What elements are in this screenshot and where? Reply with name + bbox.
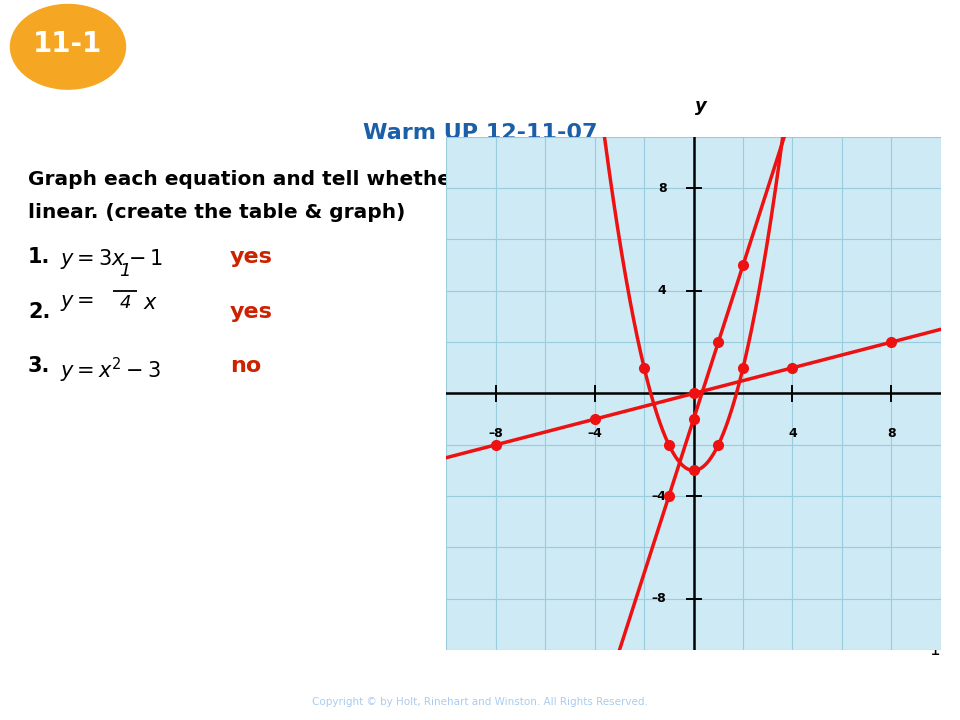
Text: Graph each equation and tell whether it is: Graph each equation and tell whether it … bbox=[28, 170, 511, 189]
Text: yes: yes bbox=[230, 247, 273, 267]
Text: y: y bbox=[695, 97, 707, 115]
Text: Copyright © by Holt, Rinehart and Winston. All Rights Reserved.: Copyright © by Holt, Rinehart and Winsto… bbox=[312, 697, 648, 707]
Text: $y = x^2 - 3$: $y = x^2 - 3$ bbox=[60, 356, 161, 385]
Text: –4: –4 bbox=[652, 490, 666, 503]
Text: –8: –8 bbox=[489, 427, 503, 440]
Text: 1: 1 bbox=[119, 261, 131, 279]
Ellipse shape bbox=[11, 4, 126, 89]
Text: 11-1: 11-1 bbox=[34, 30, 103, 58]
Text: 2.: 2. bbox=[28, 302, 50, 322]
Text: Course 3: Course 3 bbox=[30, 679, 119, 697]
Text: no: no bbox=[230, 356, 261, 377]
Text: 4: 4 bbox=[119, 294, 131, 312]
Text: Warm UP 12-11-07: Warm UP 12-11-07 bbox=[363, 123, 597, 143]
Text: 8: 8 bbox=[887, 427, 896, 440]
Text: –8: –8 bbox=[652, 593, 666, 606]
Text: 1.: 1. bbox=[28, 247, 50, 267]
Text: 3.: 3. bbox=[28, 356, 50, 377]
Text: $x$: $x$ bbox=[143, 293, 158, 312]
Text: yes: yes bbox=[230, 302, 273, 322]
Text: Graphing Linear Equations: Graphing Linear Equations bbox=[155, 28, 738, 66]
Text: linear. (create the table & graph): linear. (create the table & graph) bbox=[28, 203, 405, 222]
Text: $y = $: $y = $ bbox=[60, 293, 94, 312]
Text: $y = 3x - 1$: $y = 3x - 1$ bbox=[60, 247, 163, 271]
Text: –4: –4 bbox=[588, 427, 602, 440]
Text: 8: 8 bbox=[658, 181, 666, 194]
Text: 1: 1 bbox=[929, 642, 940, 660]
Text: 4: 4 bbox=[658, 284, 666, 297]
Text: 4: 4 bbox=[788, 427, 797, 440]
